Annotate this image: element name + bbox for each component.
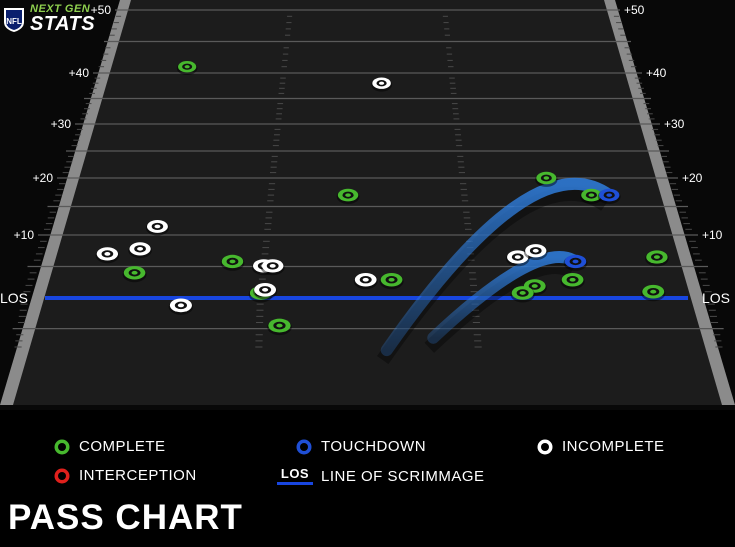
incomplete-pass-point xyxy=(95,247,120,264)
incomplete-pass-point xyxy=(371,77,393,92)
legend-touchdown: TOUCHDOWN xyxy=(296,438,426,455)
complete-pass-point xyxy=(220,254,245,271)
complete-pass-point xyxy=(560,272,585,290)
touchdown-trajectory xyxy=(427,251,582,344)
incomplete-pass-point xyxy=(168,298,194,315)
incomplete-pass-point xyxy=(145,219,170,236)
y-tick-label-left: +40 xyxy=(69,66,90,80)
y-tick-label-right: +10 xyxy=(702,228,723,242)
touchdown-marker-icon xyxy=(296,439,312,454)
legend-touchdown-label: TOUCHDOWN xyxy=(321,438,427,455)
brand-large: STATS xyxy=(30,13,96,35)
y-tick-label-right: +30 xyxy=(664,117,685,131)
complete-pass-point xyxy=(641,284,666,302)
nfl-next-gen-stats-logo: NFL NEXT GEN STATS xyxy=(2,4,95,34)
legend-interception-label: INTERCEPTION xyxy=(79,467,197,484)
los-marker-icon: LOS xyxy=(277,467,313,485)
nfl-shield-icon: NFL xyxy=(4,8,24,32)
y-tick-label-left: +30 xyxy=(51,117,72,131)
complete-pass-point xyxy=(336,188,360,205)
left-sideline xyxy=(0,0,131,405)
interception-marker-icon xyxy=(54,468,70,483)
complete-pass-point xyxy=(535,171,558,187)
touchdown-pass-point xyxy=(597,188,621,205)
y-tick-label-left: +20 xyxy=(33,171,54,185)
chart-title: PASS CHART xyxy=(8,498,243,537)
legend-interception: INTERCEPTION xyxy=(54,467,197,484)
los-label-right: LOS xyxy=(702,290,730,306)
complete-pass-point xyxy=(645,250,669,267)
y-tick-label-right: +40 xyxy=(646,66,667,80)
legend-incomplete: INCOMPLETE xyxy=(537,438,665,455)
complete-marker-icon xyxy=(54,439,70,454)
complete-pass-point xyxy=(580,188,603,205)
incomplete-marker-icon xyxy=(537,439,553,454)
y-tick-label-right: +20 xyxy=(682,171,703,185)
incomplete-pass-point xyxy=(353,272,378,290)
y-tick-label-left: +50 xyxy=(91,3,112,17)
complete-pass-point xyxy=(379,272,404,290)
touchdown-trajectory xyxy=(380,177,616,357)
complete-pass-point xyxy=(176,61,198,76)
legend-incomplete-label: INCOMPLETE xyxy=(562,438,665,455)
incomplete-pass-point xyxy=(523,244,548,261)
complete-pass-point xyxy=(510,286,535,303)
los-label-left: LOS xyxy=(0,290,28,306)
incomplete-pass-point xyxy=(260,259,285,276)
legend-complete-label: COMPLETE xyxy=(79,438,166,455)
incomplete-pass-point xyxy=(128,242,152,259)
complete-pass-point xyxy=(122,266,147,283)
los-marker-abbr: LOS xyxy=(280,466,310,481)
legend-complete: COMPLETE xyxy=(54,438,166,455)
right-sideline xyxy=(604,0,735,405)
incomplete-pass-point xyxy=(505,250,530,267)
complete-pass-point xyxy=(267,318,292,336)
brand-small: NEXT GEN xyxy=(30,3,91,15)
legend: COMPLETE TOUCHDOWN INCOMPLETE INTERCEPTI… xyxy=(0,430,735,500)
legend-los-label: LINE OF SCRIMMAGE xyxy=(321,467,485,485)
y-tick-label-right: +50 xyxy=(624,3,645,17)
legend-los: LOS LINE OF SCRIMMAGE xyxy=(277,467,485,485)
y-tick-label-left: +10 xyxy=(14,228,35,242)
incomplete-pass-point xyxy=(252,283,278,300)
pass-chart-field: +10 +10 +20 +20 +30 +30 +40 +40 +50 +50 LOS LOS xyxy=(0,0,735,405)
touchdown-pass-point xyxy=(563,254,588,271)
svg-text:NFL: NFL xyxy=(6,17,22,26)
